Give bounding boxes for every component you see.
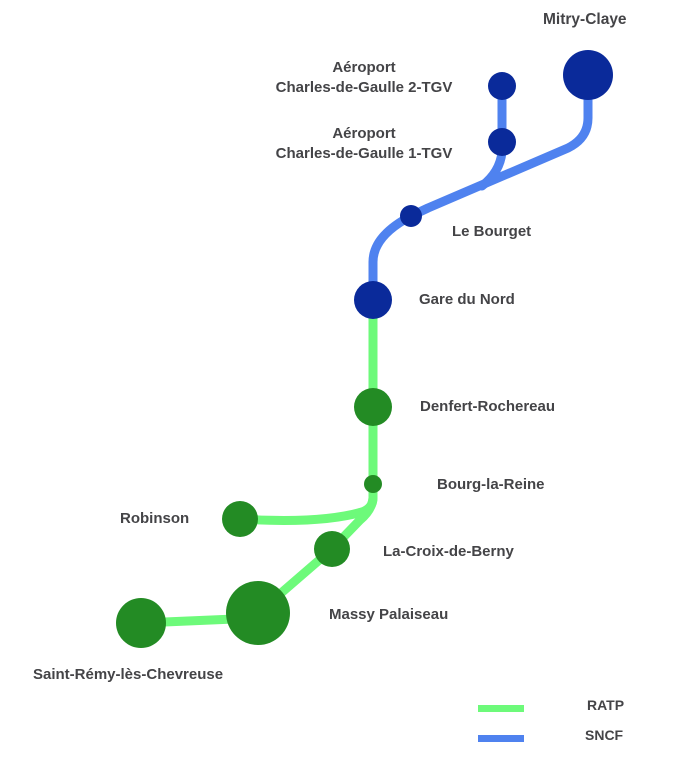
station-cdg1[interactable] <box>488 128 516 156</box>
label-le-bourget: Le Bourget <box>452 223 532 240</box>
station-robinson[interactable] <box>222 501 258 537</box>
legend-label-ratp: RATP <box>587 697 625 713</box>
station-mitry-claye[interactable] <box>563 50 613 100</box>
label-cdg2-line2: Charles-de-Gaulle 2-TGV <box>275 79 453 96</box>
station-cdg2[interactable] <box>488 72 516 100</box>
label-cdg2-line1: Aéroport <box>332 59 396 76</box>
legend-label-sncf: SNCF <box>585 727 624 743</box>
station-bourg-la-reine[interactable] <box>364 475 382 493</box>
station-denfert[interactable] <box>354 388 392 426</box>
label-mitry-claye: Mitry-Claye <box>543 11 627 28</box>
station-saint-remy[interactable] <box>116 598 166 648</box>
label-la-croix-de-berny: La-Croix-de-Berny <box>383 543 514 560</box>
sncf-line <box>368 81 593 305</box>
label-gare-du-nord: Gare du Nord <box>419 291 515 308</box>
label-saint-remy: Saint-Rémy-lès-Chevreuse <box>33 666 224 683</box>
label-cdg2: Aéroport Charles-de-Gaulle 2-TGV <box>266 58 462 98</box>
station-gare-du-nord[interactable] <box>354 281 392 319</box>
ratp-line <box>136 295 378 628</box>
station-massy[interactable] <box>226 581 290 645</box>
legend-swatch-ratp <box>478 705 524 712</box>
label-massy: Massy Palaiseau <box>329 606 449 623</box>
label-cdg1: Aéroport Charles-de-Gaulle 1-TGV <box>266 124 462 164</box>
station-le-bourget[interactable] <box>400 205 422 227</box>
label-bourg-la-reine: Bourg-la-Reine <box>437 476 545 493</box>
label-robinson: Robinson <box>120 510 190 527</box>
label-cdg1-line2: Charles-de-Gaulle 1-TGV <box>275 145 453 162</box>
label-denfert: Denfert-Rochereau <box>420 398 556 415</box>
station-la-croix-de-berny[interactable] <box>314 531 350 567</box>
legend-swatch-sncf <box>478 735 524 742</box>
label-cdg1-line1: Aéroport <box>332 125 396 142</box>
